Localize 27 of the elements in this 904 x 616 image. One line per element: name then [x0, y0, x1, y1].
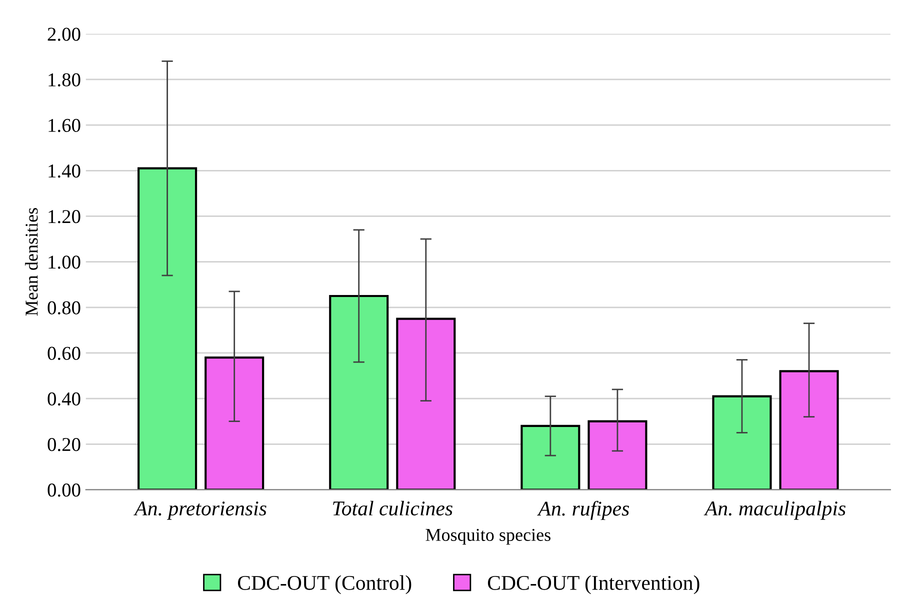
bar	[138, 167, 198, 490]
y-tick-label: 1.80	[48, 73, 80, 86]
y-tick-label: 0.80	[48, 301, 80, 314]
x-tick-label: An. pretoriensis	[134, 501, 266, 520]
legend-label: CDC-OUT (Control)	[238, 575, 412, 594]
y-tick-label: 0.40	[48, 392, 80, 406]
bar	[712, 395, 772, 490]
x-tick-label: An. maculipalpis	[704, 500, 846, 520]
x-axis-title: Mosquito species	[426, 528, 550, 545]
y-tick-label: 1.20	[48, 210, 80, 224]
bar	[329, 294, 389, 490]
bar	[779, 370, 839, 490]
x-tick-label: Total culicines	[333, 500, 452, 516]
bar	[588, 420, 648, 490]
y-tick-label: 1.40	[48, 164, 80, 178]
y-tick-label: 1.00	[48, 256, 80, 269]
y-tick-label: 0.20	[48, 438, 80, 452]
bar	[204, 356, 264, 490]
bar	[520, 424, 580, 490]
x-tick-label: An. rufipes	[537, 500, 630, 520]
y-axis-title: Mean densities	[25, 208, 38, 316]
y-tick-label: 0.60	[48, 346, 80, 360]
y-tick-label: 2.00	[48, 28, 80, 41]
y-tick-label: 0.00	[48, 484, 80, 497]
bar	[396, 318, 456, 490]
y-tick-label: 1.60	[48, 118, 80, 132]
legend-label: CDC-OUT (Intervention)	[488, 575, 700, 594]
